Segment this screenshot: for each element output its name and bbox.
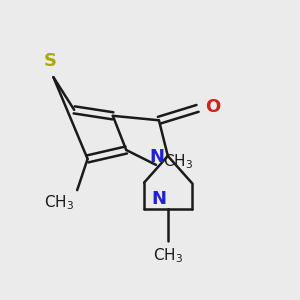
Text: O: O (205, 98, 220, 116)
Text: N: N (151, 190, 166, 208)
Text: N: N (150, 148, 165, 166)
Text: CH$_3$: CH$_3$ (153, 247, 183, 265)
Text: CH$_3$: CH$_3$ (44, 193, 74, 212)
Text: S: S (44, 52, 57, 70)
Text: CH$_3$: CH$_3$ (164, 152, 194, 171)
